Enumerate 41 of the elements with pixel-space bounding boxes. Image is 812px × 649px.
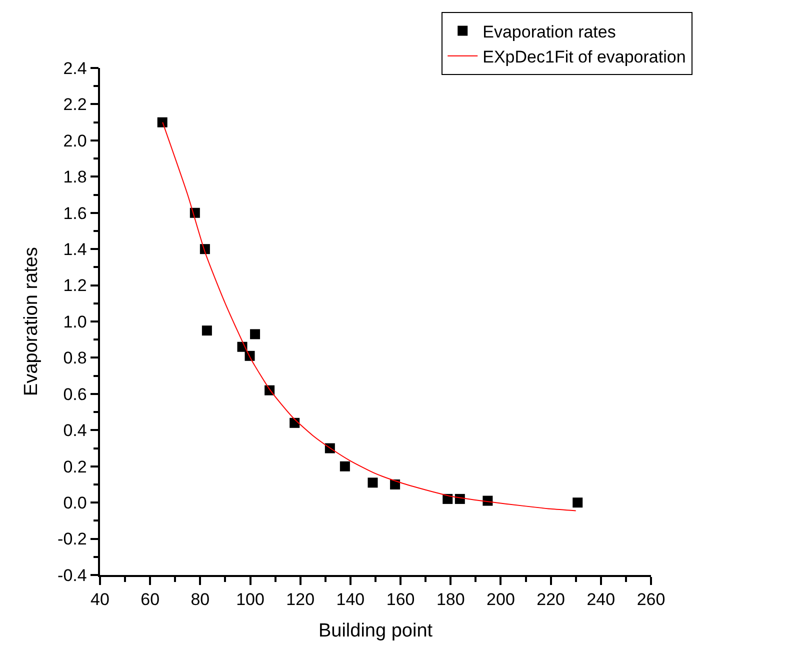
y-tick-label: 0.0 xyxy=(63,494,87,513)
y-tick-label: 0.8 xyxy=(63,348,87,368)
y-tick-label: 0.6 xyxy=(63,384,87,404)
y-tick-label: -0.4 xyxy=(58,566,87,585)
y-axis-title: Evaporation rates xyxy=(20,247,42,396)
y-tick-label: 1.0 xyxy=(63,312,87,332)
y-tick-label: 0.2 xyxy=(63,457,87,476)
point xyxy=(482,496,493,506)
x-tick-label: 160 xyxy=(386,590,415,610)
x-tick-label: 220 xyxy=(536,590,566,610)
y-tick-label: -0.2 xyxy=(58,530,87,549)
point xyxy=(368,478,378,488)
x-tick-label: 260 xyxy=(636,590,666,610)
y-tick-label: 1.6 xyxy=(63,204,87,223)
y-tick-label: 2.0 xyxy=(63,131,87,150)
point xyxy=(250,329,260,340)
y-tick-label: 1.2 xyxy=(63,276,87,296)
x-tick-label: 140 xyxy=(336,590,365,610)
x-tick-label: 120 xyxy=(286,590,315,610)
x-tick-label: 60 xyxy=(140,590,160,610)
x-tick-label: 80 xyxy=(190,590,210,610)
y-tick-label: 0.4 xyxy=(63,421,87,440)
legend-label: Evaporation rates xyxy=(482,22,616,42)
point xyxy=(290,418,300,428)
legend-label: EXpDec1Fit of evaporation xyxy=(482,48,686,67)
point xyxy=(572,498,583,508)
x-tick-label: 240 xyxy=(586,590,616,610)
x-axis-title: Building point xyxy=(318,620,434,642)
x-tick-label: 40 xyxy=(90,590,110,610)
x-tick-label: 100 xyxy=(236,590,264,610)
x-tick-label: 180 xyxy=(436,590,465,610)
x-tick-label: 200 xyxy=(486,590,515,610)
y-tick-label: 2.4 xyxy=(63,58,87,78)
point xyxy=(390,479,400,490)
point xyxy=(157,117,168,128)
y-tick-label: 2.2 xyxy=(63,95,87,114)
point xyxy=(202,326,212,336)
y-tick-label: 1.4 xyxy=(63,240,87,260)
y-tick-label: 1.8 xyxy=(63,168,87,187)
point xyxy=(340,461,350,472)
point xyxy=(454,494,465,504)
